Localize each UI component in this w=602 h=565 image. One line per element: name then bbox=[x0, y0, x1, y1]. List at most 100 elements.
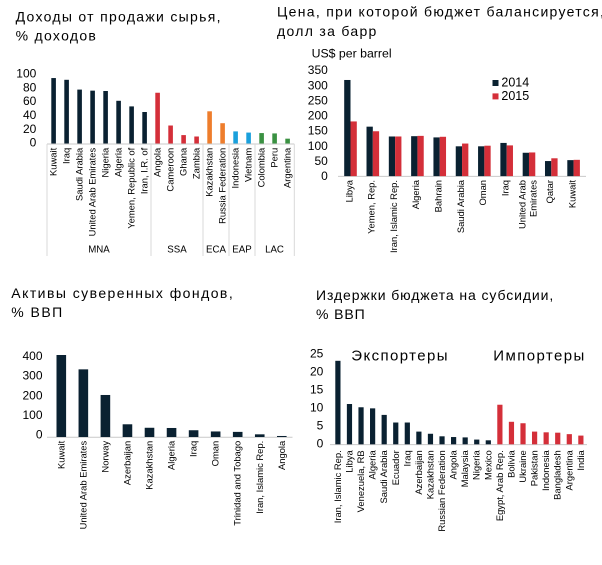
svg-text:Colombia: Colombia bbox=[256, 147, 267, 187]
svg-text:Iran, Islamic Rep.: Iran, Islamic Rep. bbox=[332, 450, 343, 523]
svg-text:Yemen, Republic of: Yemen, Republic of bbox=[126, 147, 137, 228]
svg-text:Kuwait: Kuwait bbox=[48, 147, 59, 176]
svg-text:United Arab Emirates: United Arab Emirates bbox=[87, 148, 98, 237]
svg-text:20: 20 bbox=[23, 122, 37, 136]
svg-text:0: 0 bbox=[317, 437, 324, 451]
svg-text:ECA: ECA bbox=[206, 245, 226, 256]
svg-text:2015: 2015 bbox=[501, 89, 529, 103]
svg-text:Malaysia: Malaysia bbox=[459, 450, 470, 488]
svg-text:Vietnam: Vietnam bbox=[243, 148, 254, 182]
svg-text:60: 60 bbox=[23, 94, 37, 108]
svg-text:250: 250 bbox=[308, 93, 328, 107]
svg-text:Argentina: Argentina bbox=[282, 147, 293, 188]
svg-text:25: 25 bbox=[310, 346, 324, 360]
svg-text:Iraq: Iraq bbox=[61, 148, 72, 164]
svg-text:Algeria: Algeria bbox=[113, 147, 124, 177]
svg-text:Azerbaijan: Azerbaijan bbox=[121, 441, 132, 485]
svg-text:Egypt, Arab Rep.: Egypt, Arab Rep. bbox=[494, 450, 505, 521]
svg-text:Iran, Islamic Rep.: Iran, Islamic Rep. bbox=[254, 441, 265, 514]
svg-text:Bahrain: Bahrain bbox=[433, 180, 444, 212]
svg-text:Cameroon: Cameroon bbox=[165, 148, 176, 192]
svg-text:India: India bbox=[575, 450, 586, 471]
svg-text:Iraq: Iraq bbox=[500, 180, 511, 196]
svg-text:Nigeria: Nigeria bbox=[471, 450, 482, 480]
svg-text:% ВВП: % ВВП bbox=[316, 306, 366, 322]
svg-text:200: 200 bbox=[22, 388, 42, 402]
svg-text:EAP: EAP bbox=[232, 245, 251, 256]
svg-text:Kuwait: Kuwait bbox=[55, 440, 66, 469]
svg-text:SSA: SSA bbox=[167, 245, 187, 256]
svg-text:100: 100 bbox=[22, 408, 42, 422]
svg-text:Argentina: Argentina bbox=[563, 450, 574, 491]
svg-text:0: 0 bbox=[36, 427, 43, 441]
svg-text:MNA: MNA bbox=[88, 245, 110, 256]
svg-text:Russia Federation: Russia Federation bbox=[217, 148, 228, 224]
svg-text:Zambia: Zambia bbox=[191, 147, 202, 179]
svg-text:Trinidad and Tobago: Trinidad and Tobago bbox=[232, 441, 243, 526]
svg-text:Цена, при которой бюджет балан: Цена, при которой бюджет балансируется, bbox=[277, 4, 602, 20]
svg-text:Kazakhstan: Kazakhstan bbox=[144, 441, 155, 490]
svg-text:Ecuador: Ecuador bbox=[390, 450, 401, 485]
svg-text:Libya: Libya bbox=[344, 450, 355, 473]
svg-text:0: 0 bbox=[321, 169, 328, 183]
svg-text:Azerbaijan: Azerbaijan bbox=[413, 450, 424, 494]
svg-text:LAC: LAC bbox=[265, 245, 284, 256]
svg-text:Saudi Arabia: Saudi Arabia bbox=[378, 450, 389, 504]
svg-text:Издержки бюджета на субсидии,: Издержки бюджета на субсидии, bbox=[316, 287, 554, 303]
svg-text:Algeria: Algeria bbox=[367, 450, 378, 480]
svg-text:Mexico: Mexico bbox=[482, 450, 493, 480]
svg-text:100: 100 bbox=[16, 67, 36, 81]
svg-text:% доходов: % доходов bbox=[16, 28, 98, 44]
svg-text:Pakistan: Pakistan bbox=[529, 450, 540, 486]
svg-text:Экспортеры: Экспортеры bbox=[351, 348, 449, 365]
svg-text:Активы суверенных фондов,: Активы суверенных фондов, bbox=[11, 285, 234, 301]
svg-text:Emirates: Emirates bbox=[527, 180, 538, 217]
svg-text:Russian Federation: Russian Federation bbox=[436, 450, 447, 531]
svg-text:Ukraine: Ukraine bbox=[517, 450, 528, 482]
svg-text:долл за барр: долл за барр bbox=[277, 23, 378, 39]
svg-text:Bolivia: Bolivia bbox=[506, 450, 517, 478]
svg-text:United Arab Emirates: United Arab Emirates bbox=[77, 441, 88, 530]
svg-text:Iran, Islamic Rep.: Iran, Islamic Rep. bbox=[388, 180, 399, 253]
svg-text:Kazakhstan: Kazakhstan bbox=[425, 450, 436, 499]
svg-text:150: 150 bbox=[308, 124, 328, 138]
svg-text:Ghana: Ghana bbox=[178, 147, 189, 176]
svg-text:Saudi Arabia: Saudi Arabia bbox=[455, 179, 466, 233]
svg-text:50: 50 bbox=[314, 154, 328, 168]
svg-text:350: 350 bbox=[308, 63, 328, 77]
svg-text:Venezuela, RB: Venezuela, RB bbox=[355, 450, 366, 512]
svg-text:Libya: Libya bbox=[343, 179, 354, 202]
svg-text:Yemen, Rep.: Yemen, Rep. bbox=[366, 180, 377, 234]
svg-text:200: 200 bbox=[308, 109, 328, 123]
svg-text:300: 300 bbox=[22, 369, 42, 383]
svg-text:2014: 2014 bbox=[501, 76, 529, 90]
svg-text:Algeria: Algeria bbox=[166, 440, 177, 470]
svg-text:0: 0 bbox=[30, 136, 37, 150]
svg-text:20: 20 bbox=[310, 364, 324, 378]
svg-text:Peru: Peru bbox=[269, 148, 280, 168]
svg-text:400: 400 bbox=[22, 349, 42, 363]
svg-text:300: 300 bbox=[308, 78, 328, 92]
svg-text:Angola: Angola bbox=[276, 440, 287, 470]
svg-text:Algeria: Algeria bbox=[410, 179, 421, 209]
svg-text:10: 10 bbox=[310, 401, 324, 415]
svg-text:United Arab: United Arab bbox=[516, 180, 527, 229]
svg-text:80: 80 bbox=[23, 80, 37, 94]
svg-text:40: 40 bbox=[23, 108, 37, 122]
svg-text:Angola: Angola bbox=[448, 450, 459, 480]
svg-text:Доходы от продажи сырья,: Доходы от продажи сырья, bbox=[16, 8, 222, 24]
svg-text:Oman: Oman bbox=[210, 441, 221, 467]
svg-text:Norway: Norway bbox=[99, 440, 110, 472]
svg-text:US$ per barrel: US$ per barrel bbox=[312, 47, 392, 61]
svg-text:Indonesia: Indonesia bbox=[540, 450, 551, 491]
svg-text:Saudi Arabia: Saudi Arabia bbox=[74, 147, 85, 201]
svg-text:% ВВП: % ВВП bbox=[11, 304, 63, 320]
svg-text:Qatar: Qatar bbox=[544, 180, 555, 203]
svg-text:Iraq: Iraq bbox=[401, 450, 412, 466]
svg-text:Импортеры: Импортеры bbox=[493, 348, 585, 365]
svg-text:15: 15 bbox=[310, 382, 324, 396]
svg-text:Indonesia: Indonesia bbox=[230, 147, 241, 188]
svg-text:Bangladesh: Bangladesh bbox=[552, 450, 563, 500]
svg-text:100: 100 bbox=[308, 139, 328, 153]
svg-text:5: 5 bbox=[317, 419, 324, 433]
